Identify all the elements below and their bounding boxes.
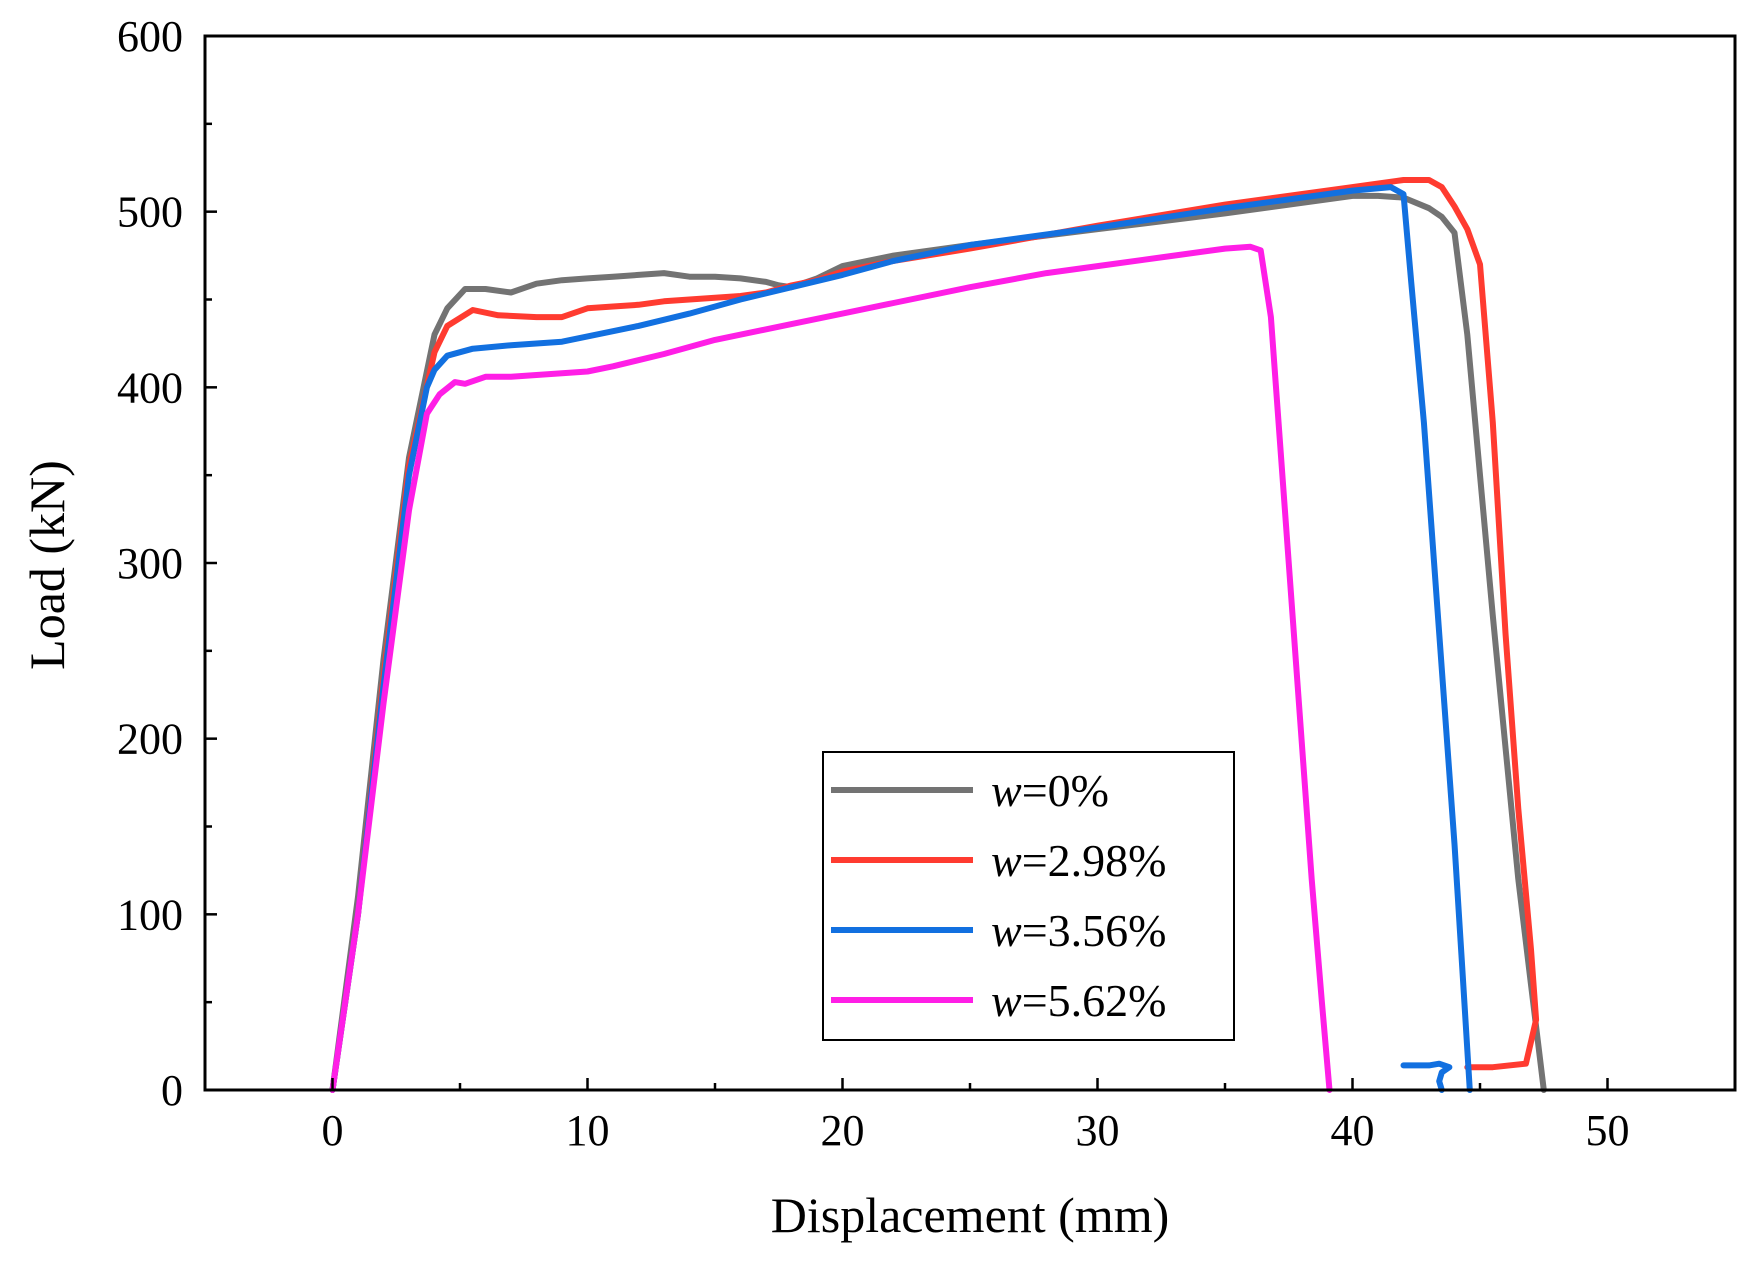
y-tick-label: 100 — [117, 890, 183, 939]
series-line-3 — [329, 243, 1333, 1093]
series-fragment-line — [1400, 1060, 1453, 1093]
legend-box — [822, 751, 1235, 1041]
y-tick-label: 200 — [117, 715, 183, 764]
x-tick-label: 20 — [821, 1106, 865, 1155]
y-tick-label: 500 — [117, 188, 183, 237]
x-axis-title: Displacement (mm) — [771, 1187, 1170, 1243]
legend-variable: w — [991, 905, 1022, 956]
legend-value: =3.56% — [1022, 905, 1167, 956]
legend-label-3: w=5.62% — [991, 975, 1166, 1026]
y-tick-label: 0 — [161, 1066, 183, 1115]
legend-value: =0% — [1022, 765, 1109, 816]
y-tick-label: 300 — [117, 539, 183, 588]
x-tick-label: 50 — [1586, 1106, 1630, 1155]
legend-value: =2.98% — [1022, 835, 1167, 886]
x-tick-label: 40 — [1331, 1106, 1375, 1155]
series-line-2 — [329, 184, 1473, 1093]
x-tick-label: 0 — [322, 1106, 344, 1155]
y-tick-label: 400 — [117, 363, 183, 412]
legend-variable: w — [991, 975, 1022, 1026]
legend-label-0: w=0% — [991, 765, 1109, 816]
legend-label-2: w=3.56% — [991, 905, 1166, 956]
x-tick-label: 10 — [566, 1106, 610, 1155]
legend: w=0%w=2.98%w=3.56%w=5.62% — [822, 751, 1235, 1041]
series-layer — [329, 177, 1547, 1093]
legend-value: =5.62% — [1022, 975, 1167, 1026]
x-tick-label: 30 — [1076, 1106, 1120, 1155]
legend-variable: w — [991, 765, 1022, 816]
plot-area-frame — [203, 34, 1737, 1092]
y-tick-label: 600 — [117, 12, 183, 61]
legend-variable: w — [991, 835, 1022, 886]
y-axis-title: Load (kN) — [19, 460, 75, 670]
legend-label-1: w=2.98% — [991, 835, 1166, 886]
